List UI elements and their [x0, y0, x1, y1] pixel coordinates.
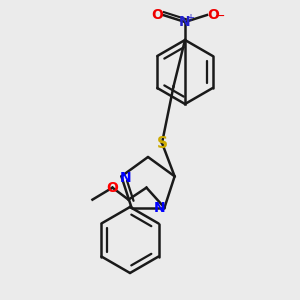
Text: +: +	[186, 13, 194, 23]
Text: O: O	[106, 181, 119, 195]
Text: N: N	[179, 15, 191, 29]
Text: N: N	[120, 171, 131, 185]
Text: N: N	[154, 201, 165, 215]
Text: S: S	[157, 136, 167, 151]
Text: −: −	[215, 10, 225, 22]
Text: O: O	[207, 8, 219, 22]
Text: O: O	[151, 8, 163, 22]
